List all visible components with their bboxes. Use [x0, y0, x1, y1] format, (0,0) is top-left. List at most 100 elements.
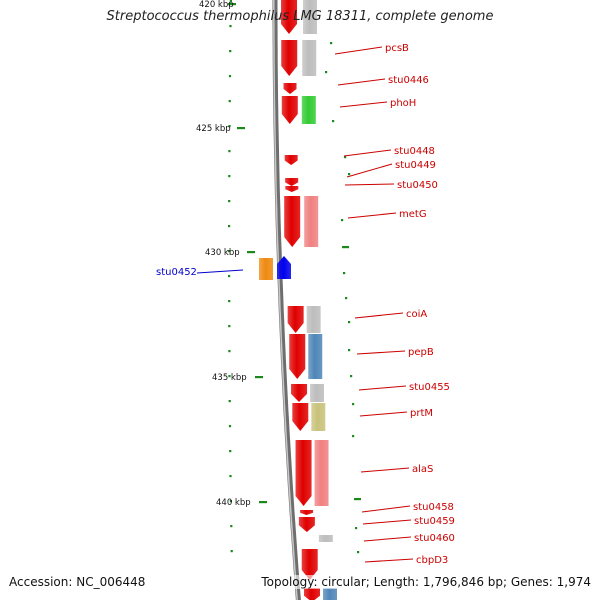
scale-dot: [228, 150, 231, 153]
gene-annotation-block: [301, 96, 316, 124]
gene-annotation-block: [303, 0, 318, 34]
label-leader: [356, 350, 406, 355]
gene-annotation-block: [306, 306, 321, 333]
label-leader: [354, 312, 404, 319]
gene-label: stu0455: [409, 382, 450, 393]
gene-arrow: [304, 588, 321, 600]
gene-label: pcsB: [385, 43, 409, 54]
gene-arrow: [285, 186, 299, 192]
gene-annotation-block: [302, 40, 317, 76]
gene-arrow: [281, 40, 298, 76]
gene-arrow: [283, 83, 297, 94]
scale-dot: [229, 500, 232, 503]
scale-ring: 420 kbp 425 kbp 430 kbp 435 kbp 440 kbp: [196, 0, 267, 553]
genome-backbone-highlight: [273, 0, 298, 600]
feature-tick: [343, 272, 346, 275]
gene-label: metG: [399, 209, 427, 220]
gene-arrow: [292, 403, 309, 431]
label-leader: [347, 212, 397, 219]
scale-dot: [228, 300, 231, 303]
gene-label: phoH: [390, 98, 416, 109]
accession-label: Accession: NC_006448: [9, 575, 146, 589]
feature-tick: [352, 435, 355, 438]
gene-label: alaS: [412, 464, 433, 475]
scale-tick: [255, 376, 263, 379]
feature-tick: [348, 173, 351, 176]
scale-tick: [237, 127, 245, 130]
gene-arrow: [295, 440, 312, 506]
feature-tick: [344, 156, 347, 159]
scale-dot: [228, 350, 231, 353]
label-leader: [364, 558, 414, 563]
gene-label: stu0460: [414, 533, 455, 544]
scale-dot: [228, 100, 231, 103]
feature-tick: [348, 321, 351, 324]
scale-dot: [228, 125, 231, 128]
scale-dot: [228, 275, 231, 278]
feature-tick: [354, 498, 361, 501]
feature-ticks: [325, 42, 361, 554]
feature-tick: [341, 219, 344, 222]
gene-arrow: [301, 549, 318, 580]
scale-dot: [228, 225, 231, 228]
scale-label: 430 kbp: [205, 248, 240, 258]
gene-annotation-block: [308, 334, 323, 379]
genome-summary: Topology: circular; Length: 1,796,846 bp…: [261, 575, 591, 589]
gene-arrow-reverse: [277, 256, 291, 279]
label-leader: [339, 101, 388, 108]
label-leader: [363, 536, 412, 542]
gene-label: coiA: [406, 309, 427, 320]
scale-label: 420 kbp: [199, 0, 234, 10]
scale-dot: [229, 450, 232, 453]
gene-arrow: [281, 96, 298, 124]
gene-label: cbpD3: [416, 555, 448, 566]
gene-arrow: [285, 178, 299, 186]
feature-tick: [350, 375, 353, 378]
label-leader: [343, 149, 392, 157]
feature-tick: [342, 246, 349, 249]
scale-label: 440 kbp: [216, 498, 251, 508]
scale-dot: [228, 250, 231, 253]
gene-label: stu0452: [156, 267, 197, 278]
scale-dot: [228, 375, 231, 378]
gene-label: stu0446: [388, 75, 429, 86]
label-leader: [360, 467, 410, 473]
gene-annotation-block: [304, 196, 319, 247]
scale-tick: [259, 501, 267, 504]
gene-label: stu0459: [414, 516, 455, 527]
gene-label: stu0448: [394, 146, 435, 157]
scale-dot: [228, 175, 231, 178]
scale-tick: [228, 3, 236, 6]
scale-dot: [230, 550, 233, 553]
gene-label: stu0449: [395, 160, 436, 171]
gene-annotation-block: [314, 440, 329, 506]
scale-label: 425 kbp: [196, 124, 231, 134]
gene-annotation-block: [259, 258, 273, 280]
map-title: Streptococcus thermophilus LMG 18311, co…: [106, 9, 494, 24]
gene-arrow: [284, 196, 301, 247]
feature-tick: [332, 120, 335, 123]
label-leader: [359, 411, 408, 417]
label-leader: [196, 269, 244, 274]
gene-arrow: [298, 517, 315, 532]
label-leader: [334, 46, 383, 55]
gene-annotation-block: [310, 384, 325, 402]
gene-annotation-block: [323, 588, 338, 600]
scale-dot: [228, 200, 231, 203]
scale-dot: [228, 325, 231, 328]
gene-arrow: [289, 334, 306, 379]
feature-tick: [355, 527, 358, 530]
feature-tick: [352, 403, 355, 406]
label-leader: [362, 519, 412, 525]
label-leader: [337, 78, 386, 86]
scale-dot: [228, 425, 232, 428]
scale-dot: [229, 475, 232, 478]
label-leader: [358, 385, 407, 391]
label-leader: [344, 183, 395, 186]
feature-tick: [330, 42, 333, 45]
gene-arrow: [300, 510, 314, 515]
gene-label: prtM: [410, 408, 433, 419]
label-leader: [361, 505, 411, 513]
scale-dot: [228, 75, 232, 78]
